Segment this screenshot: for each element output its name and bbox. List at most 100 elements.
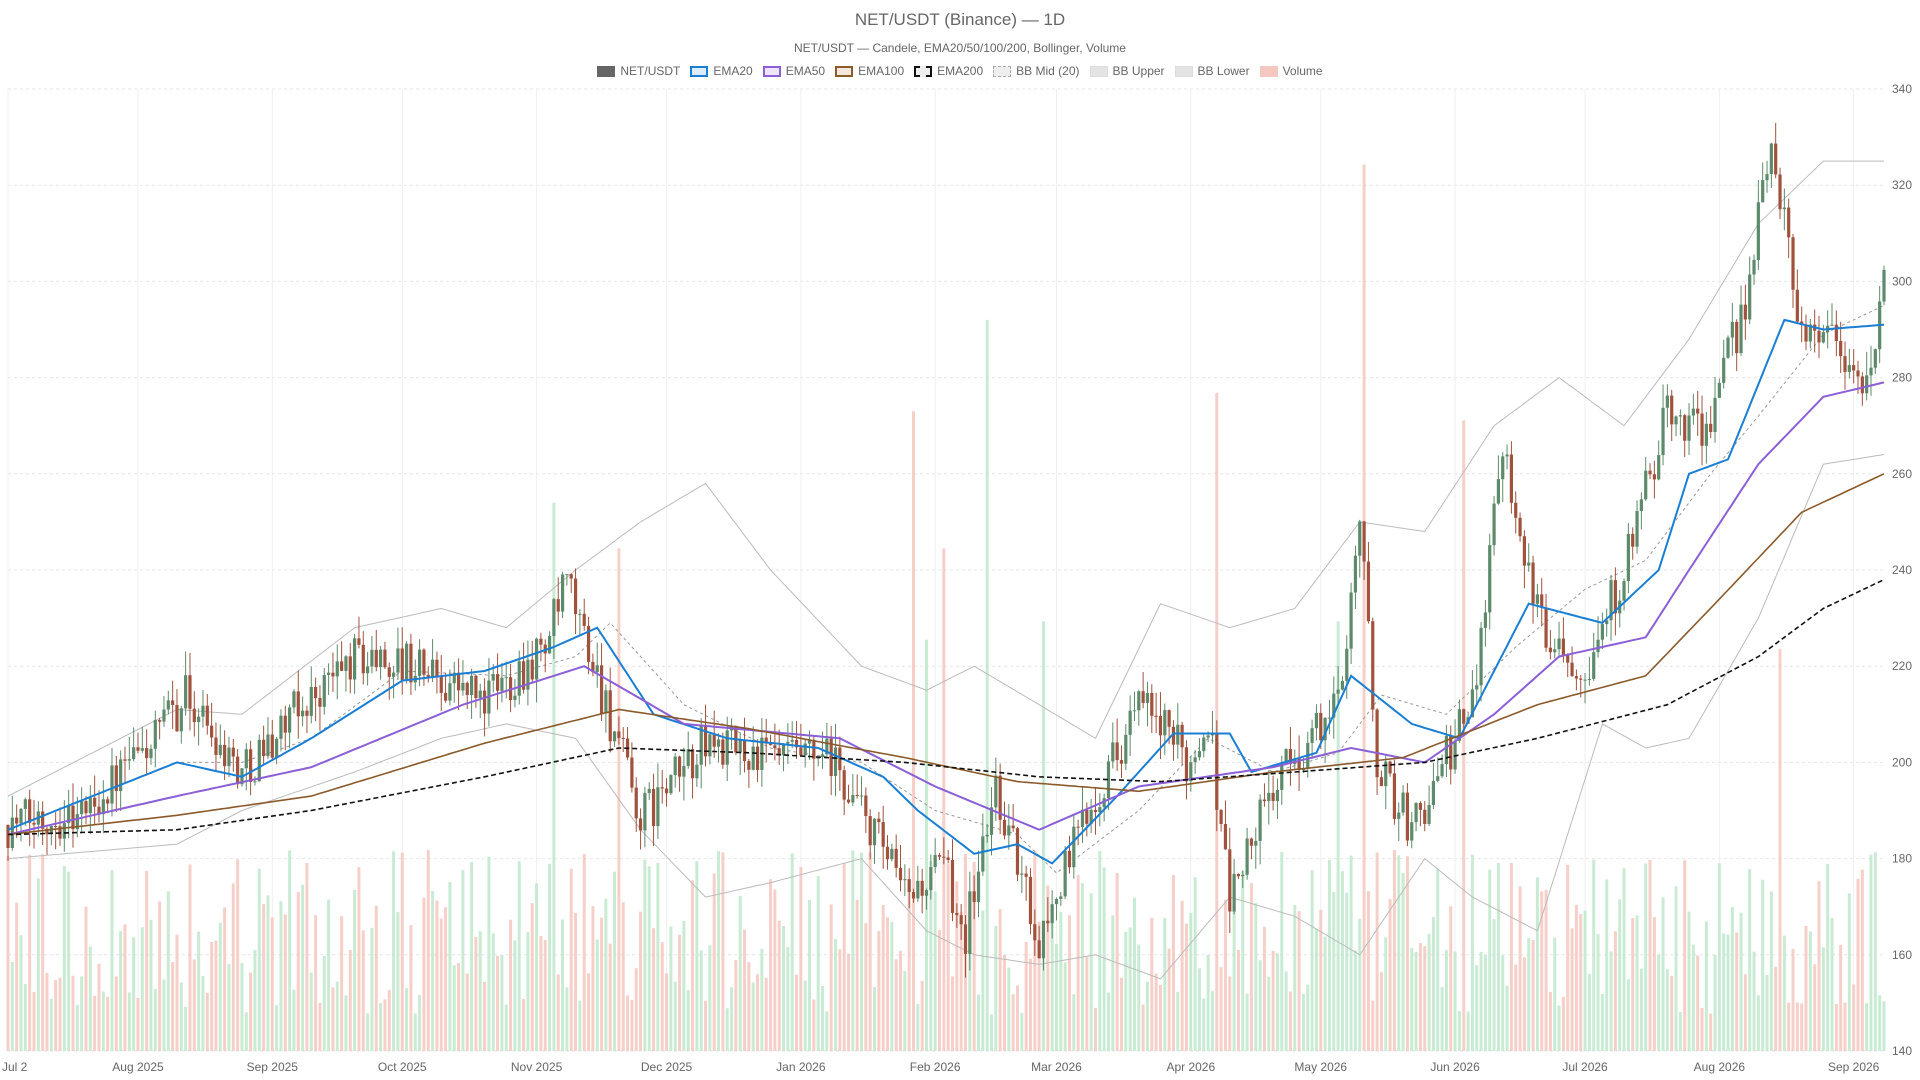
volume-bar — [1600, 994, 1604, 1051]
candle-body — [1726, 337, 1730, 358]
volume-bar — [925, 639, 929, 1051]
legend-swatch-ema200 — [914, 65, 933, 77]
volume-bar — [1553, 937, 1557, 1051]
volume-bar — [1769, 891, 1773, 1051]
volume-bar — [149, 919, 153, 1051]
volume-bar — [1115, 872, 1119, 1051]
candle-body — [75, 814, 79, 830]
volume-bar — [920, 981, 924, 1051]
candle-body — [985, 834, 989, 837]
candle-body — [23, 799, 27, 809]
candle-body — [1033, 924, 1037, 941]
legend-item-ema100[interactable]: EMA100 — [835, 64, 904, 78]
candle-body — [19, 808, 23, 824]
volume-bar — [1496, 863, 1500, 1051]
volume-bar — [1392, 849, 1396, 1051]
volume-bar — [1730, 907, 1734, 1051]
candle-body — [417, 649, 422, 676]
volume-bar — [1102, 867, 1106, 1051]
volume-bar — [1752, 951, 1756, 1051]
legend-item-ema200[interactable]: EMA200 — [914, 64, 983, 78]
x-tick-label: Mar 2026 — [1031, 1060, 1082, 1074]
candle-body — [1704, 423, 1708, 446]
volume-bar — [292, 989, 296, 1051]
volume-bar — [240, 962, 244, 1051]
volume-bar — [704, 1000, 708, 1051]
legend-swatch-price — [597, 65, 616, 77]
candle-body — [1644, 470, 1648, 500]
volume-bar — [1284, 971, 1288, 1051]
candle-body — [171, 700, 175, 706]
candle-body — [1215, 732, 1219, 810]
candle-body — [1219, 809, 1223, 825]
volume-bar — [1791, 949, 1795, 1051]
volume-bar — [409, 925, 413, 1051]
candle-body — [768, 743, 773, 746]
volume-bar — [669, 926, 673, 1051]
volume-bar — [1522, 957, 1526, 1051]
volume-bar — [825, 1011, 829, 1051]
volume-bar — [491, 933, 495, 1051]
volume-bar — [1826, 863, 1830, 1051]
candle-body — [1392, 773, 1397, 819]
volume-bar — [929, 860, 933, 1051]
candle-body — [158, 720, 162, 722]
candle-body — [1345, 648, 1349, 681]
candle-body — [266, 734, 270, 757]
volume-bar — [461, 870, 465, 1051]
candle-body — [864, 795, 868, 817]
legend-item-bb-upper[interactable]: BB Upper — [1089, 64, 1165, 78]
candle-body — [981, 836, 985, 872]
candle-body — [1102, 798, 1106, 808]
candle-body — [877, 818, 881, 823]
legend-item-bb-lower[interactable]: BB Lower — [1174, 64, 1250, 78]
candle-body — [387, 667, 391, 677]
candle-body — [236, 756, 240, 785]
volume-bar — [1141, 1004, 1145, 1051]
legend-item-ema50[interactable]: EMA50 — [762, 64, 825, 78]
legend-item-bb-mid[interactable]: BB Mid (20) — [993, 64, 1080, 78]
volume-bar — [881, 904, 885, 1051]
volume-bar — [886, 917, 890, 1051]
candle-body — [409, 643, 413, 683]
volume-bar — [205, 992, 209, 1051]
legend-item-ema20[interactable]: EMA20 — [690, 64, 753, 78]
volume-bar — [366, 1013, 370, 1051]
series-bb-mid-20 — [7, 304, 1885, 874]
x-tick-label: Nov 2025 — [511, 1060, 563, 1074]
volume-bar — [1379, 972, 1383, 1051]
candle-body — [1267, 792, 1271, 802]
volume-bar — [1423, 946, 1427, 1051]
volume-bar — [1336, 621, 1340, 1051]
volume-bar — [1626, 979, 1630, 1051]
candle-body — [1319, 712, 1323, 741]
volume-bar — [1722, 933, 1726, 1051]
candle-body — [448, 683, 452, 701]
volume-bar — [301, 884, 305, 1051]
volume-bar — [340, 916, 344, 1051]
candle-body — [924, 890, 929, 896]
volume-bar — [357, 867, 361, 1051]
candle-body — [1037, 940, 1041, 959]
candle-body — [1111, 742, 1115, 762]
candle-body — [331, 672, 335, 677]
volume-bar — [643, 859, 647, 1051]
candle-body — [647, 788, 651, 794]
volume-bar — [816, 876, 820, 1051]
volume-bar — [1475, 965, 1479, 1051]
volume-bar — [1800, 1003, 1804, 1051]
x-tick-label: Oct 2025 — [378, 1060, 427, 1074]
volume-bar — [569, 868, 573, 1051]
legend-item-volume[interactable]: Volume — [1259, 64, 1323, 78]
candle-body — [1223, 824, 1228, 850]
candle-body — [1176, 724, 1180, 745]
legend-item-price[interactable]: NET/USDT — [597, 64, 680, 78]
candle-body — [1163, 710, 1167, 736]
candle-body — [1570, 662, 1574, 677]
candle-body — [1145, 692, 1150, 703]
volume-bar — [1860, 869, 1864, 1051]
volume-bar — [955, 881, 959, 1051]
candle-body — [1730, 321, 1734, 338]
volume-bar — [764, 977, 768, 1051]
